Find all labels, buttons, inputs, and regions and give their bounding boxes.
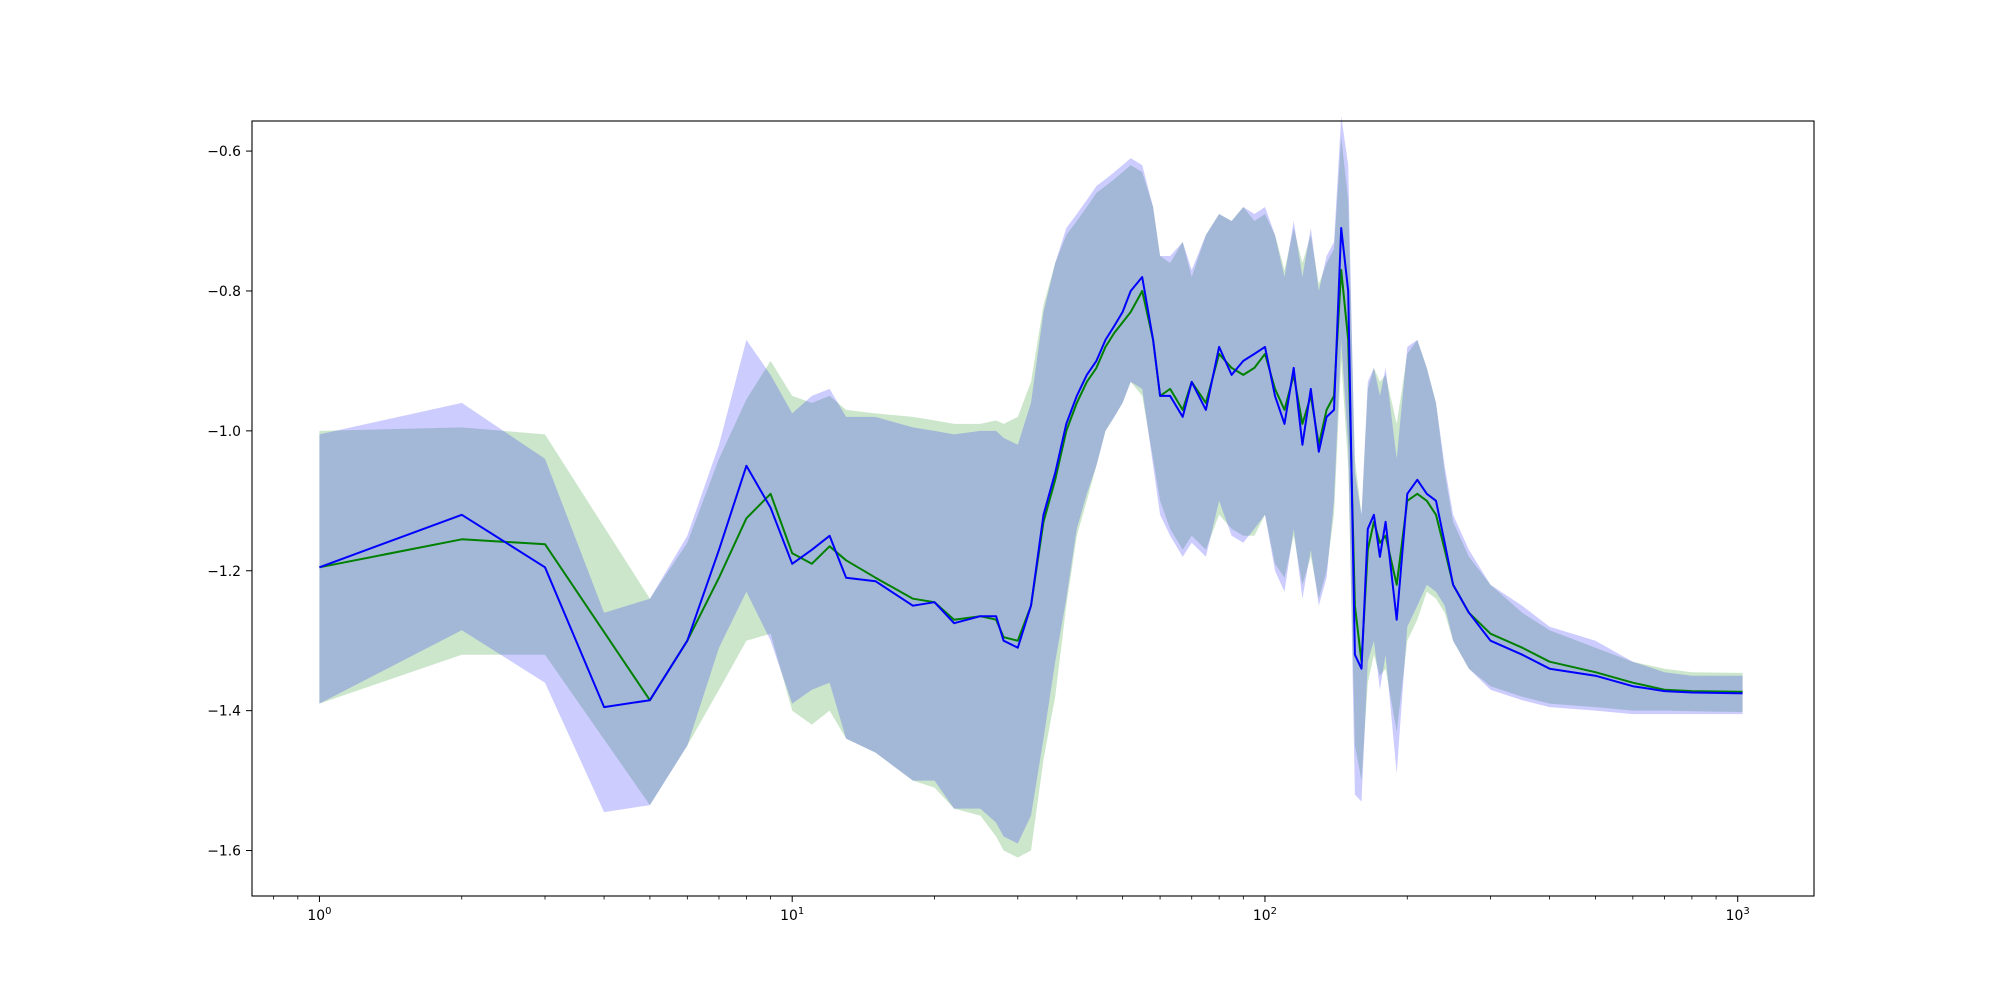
x-tick-label: 101 bbox=[780, 906, 804, 924]
x-tick-label: 100 bbox=[307, 906, 331, 924]
y-tick-label: −0.8 bbox=[207, 284, 241, 300]
y-axis: −0.6 −0.8 −1.0 −1.2 −1.4 −1.6 bbox=[207, 144, 252, 860]
confidence-bands bbox=[319, 116, 1743, 858]
series-1-line bbox=[319, 227, 1743, 709]
plot-frame bbox=[251, 120, 1815, 897]
x-tick-label: 103 bbox=[1726, 906, 1750, 924]
series-1-band bbox=[319, 116, 1743, 844]
y-tick-label: −0.6 bbox=[207, 144, 241, 160]
x-tick-label: 102 bbox=[1253, 906, 1277, 924]
series-0-band bbox=[319, 137, 1743, 858]
series-lines bbox=[319, 227, 1743, 709]
x-axis: 100 101 102 103 bbox=[273, 896, 1750, 924]
y-tick-label: −1.0 bbox=[207, 424, 241, 440]
y-tick-label: −1.2 bbox=[207, 564, 241, 580]
y-tick-label: −1.6 bbox=[207, 844, 241, 860]
y-tick-label: −1.4 bbox=[207, 704, 241, 720]
